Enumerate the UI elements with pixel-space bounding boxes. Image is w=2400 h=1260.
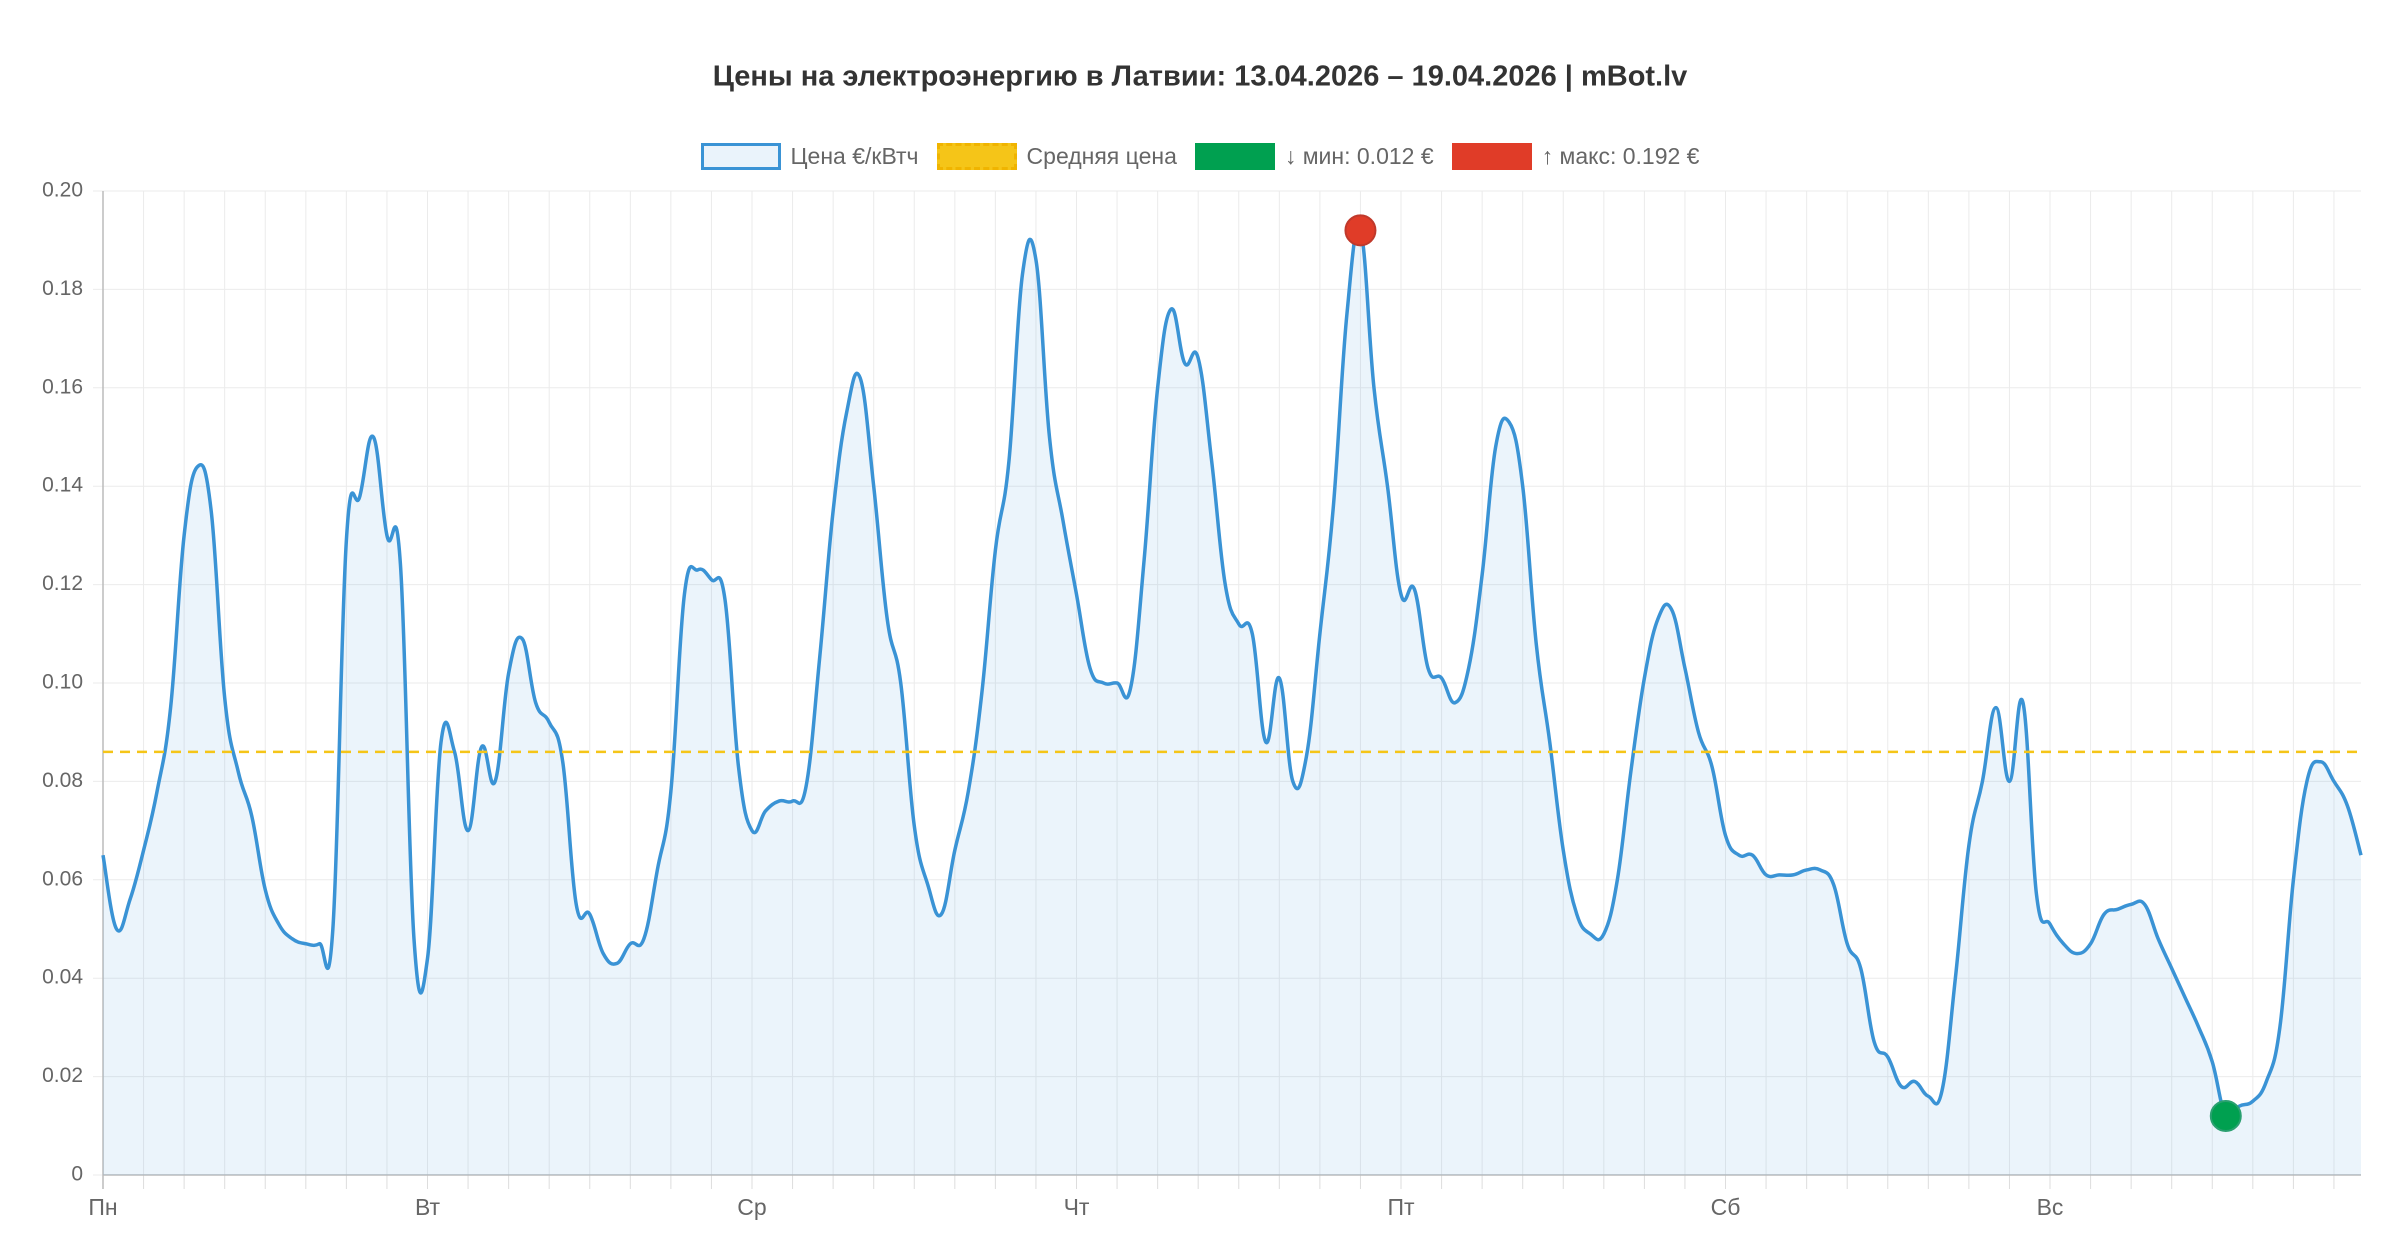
legend-label: Цена €/кВтч xyxy=(790,143,919,169)
y-tick-label: 0.10 xyxy=(42,671,83,694)
x-tick-label: Пт xyxy=(1387,1194,1415,1220)
x-tick-label: Сб xyxy=(1711,1194,1741,1220)
y-tick-label: 0.06 xyxy=(42,867,83,890)
y-tick-label: 0.08 xyxy=(42,769,83,792)
y-tick-label: 0.20 xyxy=(42,179,83,202)
legend-label: ↓ мин: 0.012 € xyxy=(1284,143,1434,169)
x-tick-label: Пн xyxy=(88,1194,117,1220)
y-tick-label: 0.04 xyxy=(42,966,83,989)
legend-swatch xyxy=(1194,143,1275,170)
legend-swatch xyxy=(1451,143,1532,170)
y-tick-label: 0.02 xyxy=(42,1064,83,1087)
y-tick-label: 0.12 xyxy=(42,572,83,595)
y-tick-label: 0.18 xyxy=(42,277,83,300)
legend-label: Средняя цена xyxy=(1026,143,1177,169)
legend: Цена €/кВтч Средняя цена ↓ мин: 0.012 € ↑ м… xyxy=(0,143,2400,170)
x-tick-label: Вс xyxy=(2037,1194,2064,1220)
min-marker xyxy=(2209,1099,2242,1132)
legend-label: ↑ макс: 0.192 € xyxy=(1541,143,1700,169)
max-marker xyxy=(1344,214,1377,247)
legend-swatch xyxy=(936,143,1017,170)
x-tick-label: Чт xyxy=(1064,1194,1090,1220)
legend-item: Цена €/кВтч xyxy=(700,143,919,170)
legend-item: ↑ макс: 0.192 € xyxy=(1451,143,1700,170)
price-line xyxy=(101,225,2363,1121)
legend-item: ↓ мин: 0.012 € xyxy=(1194,143,1434,170)
x-tick-label: Вт xyxy=(415,1194,441,1220)
x-tick-label: Ср xyxy=(737,1194,766,1220)
y-tick-label: 0 xyxy=(71,1163,83,1186)
price-area xyxy=(103,227,2361,1175)
y-tick-label: 0.14 xyxy=(42,474,83,497)
legend-swatch xyxy=(700,143,781,170)
chart-title: Цены на электроэнергию в Латвии: 13.04.2… xyxy=(713,61,1688,93)
y-tick-label: 0.16 xyxy=(42,375,83,398)
legend-item: Средняя цена xyxy=(936,143,1177,170)
